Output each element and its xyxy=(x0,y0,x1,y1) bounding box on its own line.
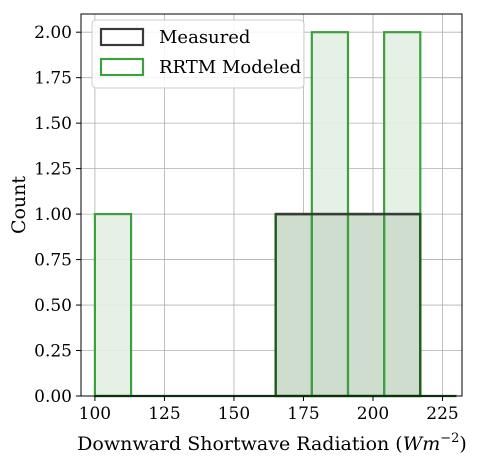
legend-swatch xyxy=(99,57,145,77)
x-axis-label-text: Downward Shortwave Radiation ( xyxy=(77,433,403,455)
x-tick-label: 150 xyxy=(218,404,250,424)
legend-label: Measured xyxy=(159,27,250,48)
legend-swatch xyxy=(99,27,145,47)
y-tick-label: 0.00 xyxy=(34,387,72,407)
x-tick-label: 100 xyxy=(79,404,111,424)
overlap-region xyxy=(311,214,348,396)
y-tick-label: 1.50 xyxy=(34,114,72,134)
y-tick-label: 1.75 xyxy=(34,69,72,89)
x-axis-label-close: ) xyxy=(459,433,466,455)
bars-group xyxy=(93,31,457,398)
legend: Measured RRTM Modeled xyxy=(91,19,305,89)
x-axis-label-unit: Wm xyxy=(403,433,441,455)
overlap-region xyxy=(347,214,385,396)
y-axis-label: Count xyxy=(8,176,30,234)
y-tick-label: 0.25 xyxy=(34,342,72,362)
legend-label: RRTM Modeled xyxy=(159,57,301,78)
overlap-region xyxy=(384,214,421,396)
x-tick-label: 175 xyxy=(287,404,319,424)
y-tick-label: 0.50 xyxy=(34,296,72,316)
x-tick-label: 225 xyxy=(426,404,458,424)
y-tick-label: 1.00 xyxy=(34,205,72,225)
x-axis-label: Downward Shortwave Radiation (Wm−2) xyxy=(77,431,467,455)
axes-frame xyxy=(80,13,463,397)
x-tick-label: 200 xyxy=(357,404,389,424)
modeled-bar xyxy=(94,214,132,396)
overlap-region xyxy=(275,214,312,396)
x-tick-label: 125 xyxy=(148,404,180,424)
y-tick-label: 1.25 xyxy=(34,160,72,180)
y-tick-label: 0.75 xyxy=(34,251,72,271)
y-tick-label: 2.00 xyxy=(34,23,72,43)
x-axis-label-exponent: −2 xyxy=(440,431,459,446)
legend-box xyxy=(91,19,305,89)
axes: 100 125 150 175 200 225 0.00 0.25 0.50 0.75 1.00 1.… xyxy=(34,13,463,424)
